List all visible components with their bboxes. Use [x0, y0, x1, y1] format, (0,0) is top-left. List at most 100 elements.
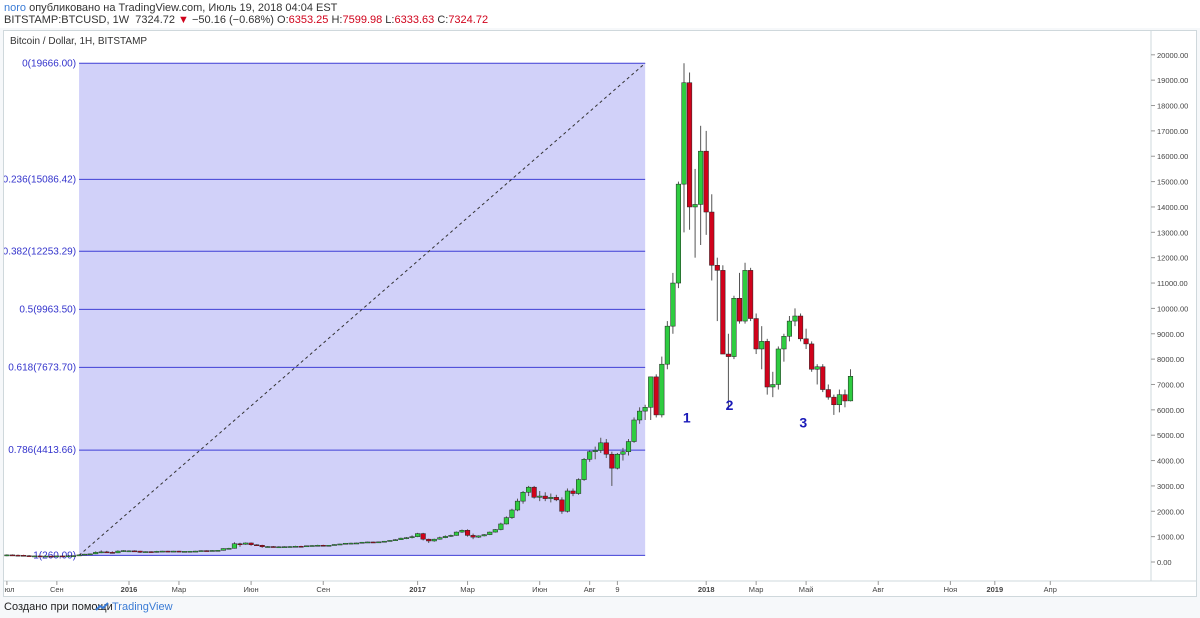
author-link[interactable]: noro [4, 2, 27, 14]
price-chart[interactable]: 0(19666.00) 0.236(15086.42) 0.382(12253.29… [0, 31, 1196, 596]
price-tick-label: 13000.00 [1157, 228, 1188, 237]
candle-down [798, 313, 804, 342]
candle-body [109, 552, 115, 554]
candle-up [4, 554, 10, 557]
candle-body [764, 341, 770, 388]
time-tick-label: Май [799, 585, 814, 594]
time-tick-label: Апр [1044, 585, 1057, 594]
candle-up [304, 545, 310, 548]
candle-body [187, 550, 193, 553]
candle-body [115, 550, 121, 554]
price-tick-label: 8000.00 [1157, 355, 1184, 364]
tradingview-logo-icon[interactable] [95, 601, 109, 613]
candle-up [836, 389, 842, 413]
open-value: 6353.25 [288, 14, 329, 26]
time-tick-label: Мар [172, 585, 187, 594]
candle-up [115, 550, 121, 554]
candle-up [87, 553, 93, 556]
candle-down [148, 551, 154, 553]
chart-frame[interactable]: 0(19666.00) 0.236(15086.42) 0.382(12253.29… [0, 30, 1197, 597]
low-value: 6333.63 [394, 14, 435, 26]
candle-body [559, 499, 565, 512]
candle-body [409, 536, 415, 538]
candle-body [420, 533, 426, 540]
candle-body [731, 298, 737, 357]
candle-body [170, 550, 176, 553]
fib-trend-line[interactable] [78, 62, 646, 556]
candle-up [281, 546, 287, 548]
time-tick-label: Ноя [944, 585, 958, 594]
candle-body [620, 451, 626, 455]
candle-up [670, 272, 676, 334]
candle-body [542, 495, 548, 499]
fib-level-label: 0.236(15086.42) [4, 174, 76, 185]
candle-body [687, 82, 693, 208]
candle-body [9, 554, 15, 557]
candle-down [809, 341, 815, 372]
candle-body [503, 517, 509, 525]
candle-up [120, 550, 127, 552]
candle-up [220, 548, 226, 551]
price-tick-label: 3000.00 [1157, 482, 1184, 491]
candle-body [259, 545, 265, 548]
candle-up [187, 550, 193, 553]
fib-level-label: 0.382(12253.29) [4, 246, 76, 257]
candle-body [148, 551, 154, 553]
candle-body [481, 534, 487, 537]
candle-up [170, 550, 176, 553]
candle-body [681, 82, 687, 185]
candle-down [426, 538, 432, 543]
price-tick-label: 20000.00 [1157, 51, 1188, 60]
candle-body [847, 375, 854, 402]
candle-body [342, 542, 348, 545]
candle-body [331, 544, 337, 546]
candle-body [609, 453, 615, 469]
candle-body [309, 545, 315, 547]
candle-body [470, 535, 476, 538]
candle-up [93, 551, 99, 555]
fibonacci-retracement[interactable]: 0(19666.00) 0.236(15086.42) 0.382(12253.29… [3, 58, 646, 561]
wave-label: 3 [799, 415, 807, 431]
candle-up [487, 531, 493, 536]
candle-body [642, 407, 648, 412]
candle-body [237, 543, 243, 545]
candle-down [748, 267, 754, 322]
candle-up [359, 541, 365, 544]
time-axis[interactable]: Июл Сен 2016 Мар Июн Сен 2017 Мар Июн Авг 9 2018 Мар… [0, 581, 1057, 594]
candle-up [576, 478, 582, 495]
candle-body [154, 551, 160, 553]
candle-body [648, 376, 654, 408]
price-axis[interactable]: 0.00 1000.00 2000.00 3000.00 4000.00 5000.00 6… [1151, 51, 1188, 567]
candle-body [781, 336, 787, 350]
fib-level-label: 0(19666.00) [22, 58, 76, 69]
candle-body [76, 554, 82, 557]
candle-down [165, 550, 171, 553]
candle-up [54, 555, 60, 558]
candle-up [337, 543, 343, 546]
candle-body [337, 543, 343, 546]
candle-down [764, 338, 770, 395]
candle-up [631, 417, 637, 443]
candle-body [87, 553, 93, 556]
candle-body [304, 545, 310, 548]
candle-down [370, 541, 376, 544]
candle-body [809, 343, 815, 370]
candle-down [531, 485, 537, 499]
candle-body [570, 490, 576, 494]
candle-body [82, 553, 88, 556]
candle-down [420, 532, 426, 541]
footer: Создано при помощи TradingView [0, 598, 1200, 618]
candle-body [276, 546, 282, 549]
candle-body [348, 542, 354, 545]
candle-body [254, 544, 260, 547]
tradingview-link[interactable]: TradingView [112, 601, 173, 613]
candle-down [320, 544, 326, 547]
candle-body [287, 546, 293, 548]
candle-down [26, 555, 32, 557]
candle-body [354, 542, 360, 545]
candle-up [381, 540, 387, 543]
candle-up [326, 545, 332, 547]
candle-up [442, 535, 448, 539]
candle-body [748, 270, 754, 319]
candle-body [664, 325, 670, 365]
